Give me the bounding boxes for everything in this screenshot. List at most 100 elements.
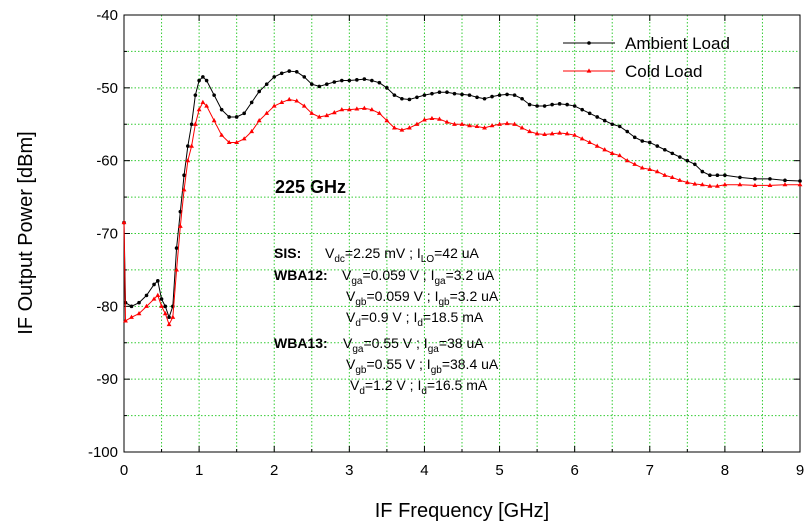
x-tick-label: 9 (796, 462, 804, 479)
bias-text: =38.4 uA (442, 356, 499, 372)
point (346, 107, 352, 112)
subscript: gb (355, 297, 367, 308)
point (155, 292, 161, 298)
x-tick-label: 1 (195, 462, 203, 479)
point (384, 118, 390, 123)
x-tick-label: 7 (646, 462, 654, 479)
point (467, 93, 472, 97)
point (156, 279, 160, 283)
y-tick-label: -60 (96, 153, 118, 170)
point (129, 314, 134, 319)
point (241, 136, 247, 141)
point (152, 282, 156, 287)
point (400, 96, 404, 101)
point (595, 115, 599, 119)
bias-label: WBA12: (274, 267, 328, 283)
point (159, 303, 164, 308)
point (437, 116, 442, 121)
point (429, 115, 435, 121)
point (249, 100, 254, 105)
point (144, 293, 149, 298)
bias-label: WBA13: (274, 335, 328, 351)
point (624, 158, 630, 163)
bias-text: V (342, 267, 352, 283)
subscript: d (417, 318, 423, 329)
point (723, 173, 727, 178)
bias-line: Vd=0.9 V ; Id=18.5 mA (346, 309, 484, 329)
point (256, 118, 262, 123)
y-tick-label: -40 (96, 7, 118, 24)
y-tick-label: -90 (96, 371, 118, 388)
point (242, 111, 246, 116)
point (361, 105, 367, 110)
point (565, 102, 569, 107)
point (324, 112, 330, 118)
point (287, 69, 292, 73)
point (211, 118, 217, 123)
point (399, 127, 405, 132)
point (177, 223, 183, 228)
point (279, 99, 285, 104)
point (512, 93, 517, 97)
point (376, 110, 382, 115)
point (527, 102, 532, 107)
point (370, 78, 374, 83)
point (534, 131, 540, 136)
point (204, 103, 210, 108)
point (655, 144, 660, 148)
point (669, 174, 675, 180)
point (609, 150, 615, 155)
point (512, 121, 517, 126)
subscript: ga (428, 344, 440, 355)
point (708, 173, 712, 178)
x-tick-label: 5 (495, 462, 503, 479)
point (407, 97, 412, 102)
point (181, 187, 187, 192)
point (474, 123, 480, 129)
point (355, 78, 359, 82)
point (212, 93, 216, 97)
point (422, 117, 427, 122)
subscript: ga (352, 344, 364, 355)
point (362, 77, 367, 81)
bias-label: SIS: (274, 245, 301, 261)
point (234, 115, 239, 119)
bias-line: Vga=0.55 V ; Iga=38 uA (343, 335, 484, 355)
point (407, 125, 412, 130)
point (178, 209, 183, 214)
point (422, 93, 427, 97)
point (497, 93, 502, 97)
point (625, 129, 630, 134)
point (271, 103, 277, 108)
point (610, 122, 615, 127)
point (520, 96, 524, 101)
point (482, 125, 487, 130)
point (460, 92, 464, 97)
point (640, 139, 645, 143)
point (617, 124, 622, 129)
bias-text: =1.2 V ; I (365, 377, 421, 393)
point (632, 161, 638, 166)
point (226, 139, 232, 145)
point (587, 111, 592, 116)
point (170, 314, 176, 319)
point (767, 182, 773, 188)
point (692, 181, 698, 186)
point (129, 304, 134, 309)
point (602, 147, 608, 152)
point (309, 82, 314, 86)
point (377, 80, 382, 85)
bias-text: =3.2 uA (446, 267, 495, 283)
point (192, 121, 198, 126)
point (189, 122, 194, 127)
point (309, 110, 315, 115)
subscript: gb (355, 365, 367, 376)
subscript: gb (438, 297, 450, 308)
point (707, 183, 713, 188)
point (579, 136, 585, 141)
point (302, 75, 307, 79)
point (174, 267, 179, 272)
point (489, 123, 495, 128)
point (797, 182, 803, 187)
